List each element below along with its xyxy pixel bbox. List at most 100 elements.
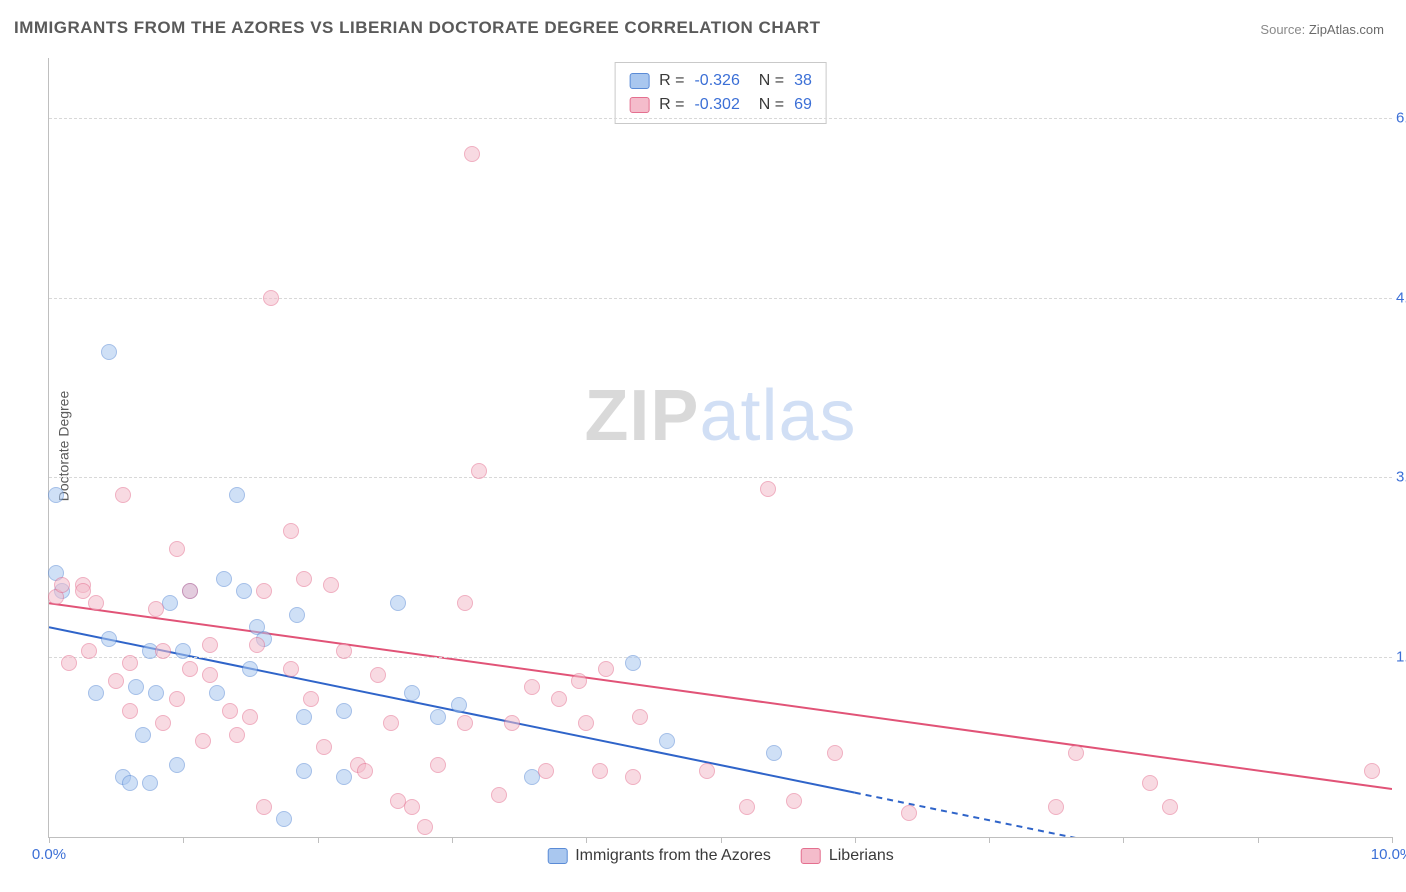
data-point — [491, 787, 507, 803]
data-point — [48, 487, 64, 503]
trend-line — [855, 793, 1392, 837]
data-point — [122, 703, 138, 719]
data-point — [263, 290, 279, 306]
data-point — [430, 757, 446, 773]
x-tick-mark — [855, 837, 856, 843]
data-point — [101, 344, 117, 360]
legend-item-liberians: Liberians — [801, 847, 894, 865]
x-tick-label: 0.0% — [32, 846, 66, 863]
data-point — [276, 811, 292, 827]
x-tick-mark — [452, 837, 453, 843]
legend-row-liberians: R = -0.302 N = 69 — [629, 93, 812, 117]
data-point — [451, 697, 467, 713]
swatch-icon — [801, 848, 821, 864]
watermark: ZIPatlas — [584, 375, 856, 457]
data-point — [1162, 799, 1178, 815]
data-point — [289, 607, 305, 623]
data-point — [155, 643, 171, 659]
data-point — [81, 643, 97, 659]
data-point — [370, 667, 386, 683]
gridline — [49, 657, 1392, 658]
x-tick-mark — [721, 837, 722, 843]
x-tick-label: 10.0% — [1371, 846, 1406, 863]
data-point — [524, 679, 540, 695]
swatch-icon — [629, 73, 649, 89]
data-point — [1142, 775, 1158, 791]
stat-r-label: R = — [659, 93, 684, 117]
data-point — [283, 661, 299, 677]
data-point — [471, 463, 487, 479]
data-point — [101, 631, 117, 647]
data-point — [148, 601, 164, 617]
data-point — [323, 577, 339, 593]
data-point — [182, 583, 198, 599]
data-point — [786, 793, 802, 809]
source-attribution: Source: ZipAtlas.com — [1260, 22, 1384, 37]
legend-row-azores: R = -0.326 N = 38 — [629, 69, 812, 93]
data-point — [75, 583, 91, 599]
data-point — [222, 703, 238, 719]
swatch-icon — [629, 97, 649, 113]
data-point — [175, 643, 191, 659]
data-point — [148, 685, 164, 701]
x-tick-mark — [318, 837, 319, 843]
stat-r-label: R = — [659, 69, 684, 93]
stat-n-value: 38 — [794, 69, 812, 93]
scatter-plot-area: ZIPatlas R = -0.326 N = 38 R = -0.302 N … — [48, 58, 1392, 838]
data-point — [316, 739, 332, 755]
gridline — [49, 477, 1392, 478]
legend-label: Liberians — [829, 847, 894, 864]
data-point — [155, 715, 171, 731]
data-point — [209, 685, 225, 701]
data-point — [296, 763, 312, 779]
data-point — [61, 655, 77, 671]
data-point — [336, 769, 352, 785]
data-point — [578, 715, 594, 731]
correlation-legend: R = -0.326 N = 38 R = -0.302 N = 69 — [614, 62, 827, 124]
swatch-icon — [547, 848, 567, 864]
y-tick-label: 6.0% — [1396, 109, 1406, 126]
data-point — [464, 146, 480, 162]
data-point — [229, 487, 245, 503]
data-point — [249, 637, 265, 653]
gridline — [49, 298, 1392, 299]
data-point — [142, 775, 158, 791]
data-point — [303, 691, 319, 707]
stat-n-value: 69 — [794, 93, 812, 117]
data-point — [357, 763, 373, 779]
y-tick-label: 1.5% — [1396, 649, 1406, 666]
data-point — [1068, 745, 1084, 761]
data-point — [1364, 763, 1380, 779]
x-tick-mark — [989, 837, 990, 843]
data-point — [504, 715, 520, 731]
data-point — [169, 691, 185, 707]
data-point — [571, 673, 587, 689]
data-point — [88, 595, 104, 611]
data-point — [135, 727, 151, 743]
data-point — [336, 643, 352, 659]
series-legend: Immigrants from the Azores Liberians — [547, 847, 894, 865]
data-point — [122, 655, 138, 671]
x-tick-mark — [183, 837, 184, 843]
data-point — [901, 805, 917, 821]
data-point — [202, 637, 218, 653]
legend-label: Immigrants from the Azores — [575, 847, 771, 864]
data-point — [195, 733, 211, 749]
stat-n-label: N = — [750, 69, 784, 93]
data-point — [827, 745, 843, 761]
x-tick-mark — [586, 837, 587, 843]
data-point — [625, 769, 641, 785]
data-point — [242, 661, 258, 677]
gridline — [49, 118, 1392, 119]
y-tick-label: 4.5% — [1396, 289, 1406, 306]
data-point — [256, 583, 272, 599]
data-point — [236, 583, 252, 599]
legend-item-azores: Immigrants from the Azores — [547, 847, 771, 865]
data-point — [404, 799, 420, 815]
data-point — [169, 541, 185, 557]
data-point — [417, 819, 433, 835]
data-point — [632, 709, 648, 725]
data-point — [88, 685, 104, 701]
data-point — [336, 703, 352, 719]
data-point — [1048, 799, 1064, 815]
